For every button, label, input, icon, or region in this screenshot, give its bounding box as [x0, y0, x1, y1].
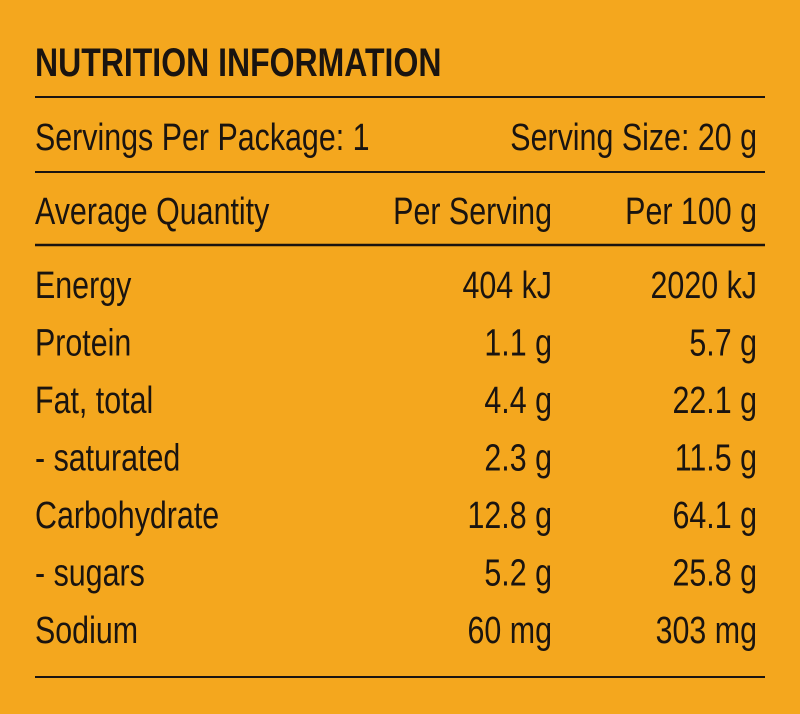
cell-value: 5.2 g [484, 552, 552, 594]
cell-value: 5.7 g [689, 322, 757, 364]
row-label: Energy [35, 265, 132, 307]
cell-value: 303 mg [656, 610, 757, 652]
cell-value: 4.4 g [484, 380, 552, 422]
column-header: Average Quantity [35, 191, 270, 233]
cell-value: 2.3 g [484, 437, 552, 479]
row-label: - sugars [35, 552, 145, 594]
servings-per-package: Servings Per Package: 1 [35, 117, 370, 159]
title: NUTRITION INFORMATION [35, 40, 441, 85]
cell-value: 404 kJ [462, 265, 552, 307]
cell-value: 25.8 g [672, 552, 757, 594]
row-label: - saturated [35, 437, 180, 479]
row-label: Carbohydrate [35, 495, 219, 537]
row-label: Sodium [35, 610, 138, 652]
cell-value: 12.8 g [467, 495, 552, 537]
cell-value: 64.1 g [672, 495, 757, 537]
column-header: Per 100 g [625, 191, 757, 233]
cell-value: 2020 kJ [651, 265, 757, 307]
cell-value: 22.1 g [672, 380, 757, 422]
cell-value: 60 mg [468, 610, 552, 652]
column-header: Per Serving [393, 191, 552, 233]
row-label: Fat, total [35, 380, 153, 422]
cell-value: 11.5 g [675, 437, 757, 479]
row-label: Protein [35, 322, 131, 364]
serving-size: Serving Size: 20 g [510, 117, 757, 159]
cell-value: 1.1 g [484, 322, 552, 364]
